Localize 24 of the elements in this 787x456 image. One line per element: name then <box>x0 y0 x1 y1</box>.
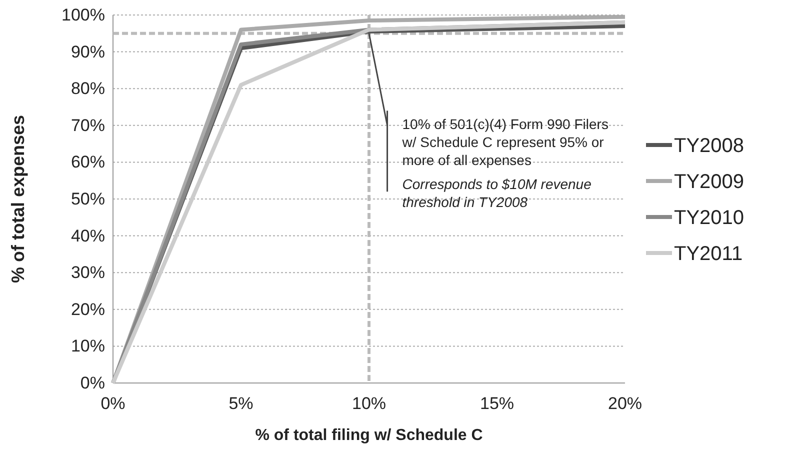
y-tick-label: 50% <box>70 189 105 208</box>
x-tick-label: 20% <box>608 394 642 414</box>
y-tick-label: 90% <box>70 42 105 62</box>
x-tick-label: 15% <box>480 394 514 414</box>
y-tick-label: 0% <box>80 373 105 392</box>
legend-label: TY2008 <box>674 135 744 157</box>
x-tick-label: 5% <box>228 394 254 414</box>
y-tick-label: 100% <box>62 5 105 24</box>
y-tick-label: 10% <box>70 336 105 356</box>
annotation: 10% of 501(c)(4) Form 990 Filers w/ Schedule C represent 95% or more of all expenses <box>401 116 608 168</box>
y-axis-title: % of total expenses <box>8 114 28 284</box>
y-tick-label: 80% <box>70 79 105 98</box>
annotation: Corresponds to $10M revenue threshold in TY2008 <box>402 176 592 210</box>
x-tick-label: 10% <box>352 394 386 414</box>
x-axis-title: % of total filing w/ Schedule C <box>255 427 484 444</box>
y-tick-label: 40% <box>70 226 105 246</box>
legend-label: TY2009 <box>674 171 744 193</box>
legend-label: TY2011 <box>674 243 743 265</box>
y-tick-label: 30% <box>70 263 105 282</box>
legend-label: TY2010 <box>674 207 744 229</box>
y-tick-label: 60% <box>70 152 105 172</box>
y-tick-label: 20% <box>70 300 105 319</box>
x-tick-label: 0% <box>100 394 126 414</box>
y-tick-label: 70% <box>70 116 105 135</box>
